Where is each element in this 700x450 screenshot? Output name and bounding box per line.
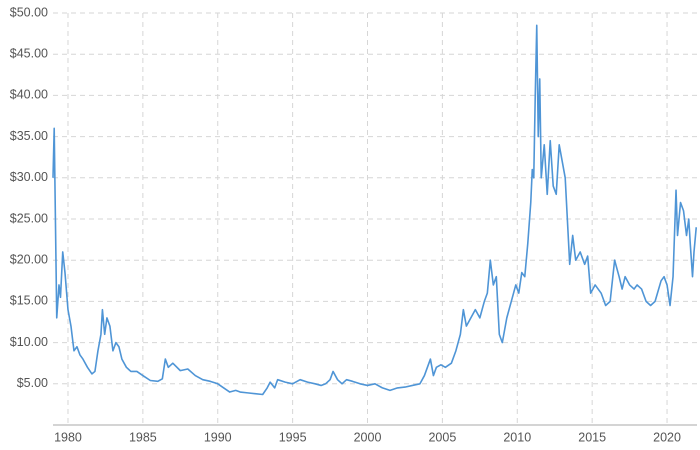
x-tick-label: 1980 bbox=[54, 430, 82, 444]
y-tick-label: $25.00 bbox=[10, 211, 48, 225]
y-tick-label: $35.00 bbox=[10, 129, 48, 143]
x-tick-label: 2020 bbox=[653, 430, 681, 444]
x-tick-label: 2010 bbox=[503, 430, 531, 444]
y-tick-label: $30.00 bbox=[10, 170, 48, 184]
x-tick-label: 2015 bbox=[578, 430, 606, 444]
y-tick-label: $10.00 bbox=[10, 335, 48, 349]
y-tick-label: $50.00 bbox=[10, 5, 48, 19]
x-tick-label: 2005 bbox=[428, 430, 456, 444]
x-tick-label: 2000 bbox=[354, 430, 382, 444]
x-tick-label: 1990 bbox=[204, 430, 232, 444]
x-tick-label: 1985 bbox=[129, 430, 157, 444]
y-tick-label: $20.00 bbox=[10, 252, 48, 266]
y-tick-label: $45.00 bbox=[10, 46, 48, 60]
price-line bbox=[52, 24, 698, 396]
x-tick-label: 1995 bbox=[279, 430, 307, 444]
y-tick-label: $15.00 bbox=[10, 294, 48, 308]
y-tick-label: $5.00 bbox=[17, 376, 48, 390]
y-tick-label: $40.00 bbox=[10, 88, 48, 102]
